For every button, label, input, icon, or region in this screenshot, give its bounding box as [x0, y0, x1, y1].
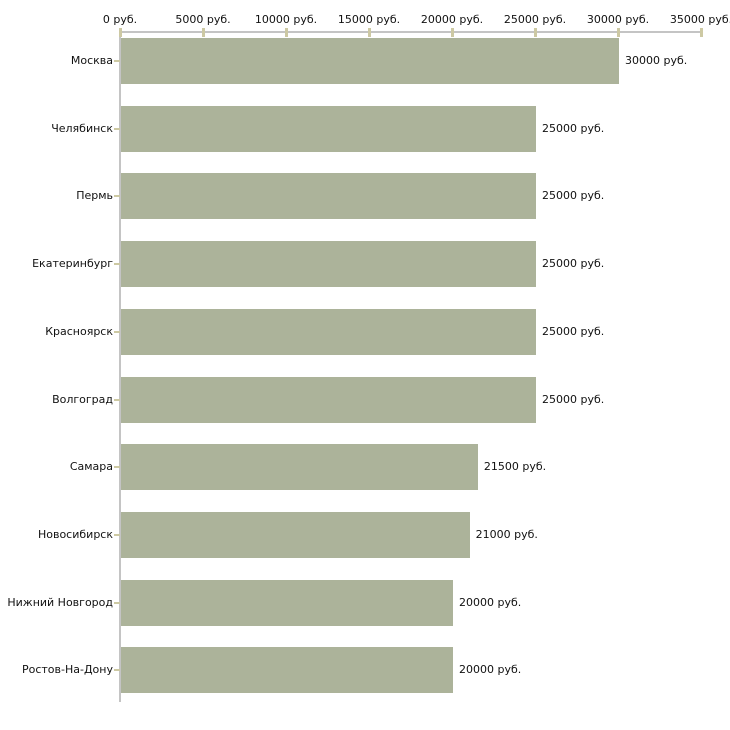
chart-row: Пермь 25000 руб. [0, 173, 730, 220]
chart-row: Москва 30000 руб. [0, 38, 730, 84]
bar-value-label: 25000 руб. [542, 324, 605, 338]
y-axis-tick-mark [114, 195, 120, 198]
x-axis-tick-label: 30000 руб. [586, 13, 650, 26]
bar [121, 173, 536, 220]
x-axis-tick-label: 5000 руб. [175, 13, 231, 26]
bar [121, 647, 453, 694]
category-label: Екатеринбург [32, 257, 113, 271]
x-axis-tick-label: 0 руб. [102, 13, 138, 26]
x-axis-line [120, 31, 702, 33]
bar [121, 241, 536, 288]
x-axis-tick-mark [617, 28, 620, 37]
x-axis-tick-label: 25000 руб. [503, 13, 567, 26]
x-axis-tick-label: 35000 руб. [669, 13, 730, 26]
category-label: Красноярск [45, 324, 113, 338]
y-axis-tick-mark [114, 669, 120, 672]
category-label: Москва [70, 54, 113, 67]
bar-value-label: 25000 руб. [542, 189, 605, 203]
y-axis-tick-mark [114, 330, 120, 333]
chart-row: Самара 21500 руб. [0, 444, 730, 491]
x-axis-tick-mark [368, 28, 371, 37]
y-axis-tick-mark [114, 466, 120, 469]
bar-value-label: 30000 руб. [625, 54, 688, 67]
y-axis-tick-mark [114, 533, 120, 536]
chart-row: Красноярск 25000 руб. [0, 308, 730, 355]
chart-row: Челябинск 25000 руб. [0, 105, 730, 152]
bar-value-label: 25000 руб. [542, 392, 605, 406]
bar [121, 444, 478, 491]
y-axis-tick-mark [114, 127, 120, 130]
category-label: Челябинск [51, 121, 113, 135]
bar-value-label: 20000 руб. [459, 595, 522, 609]
y-axis-tick-mark [114, 601, 120, 604]
x-axis-tick-label: 15000 руб. [337, 13, 401, 26]
x-axis-tick-label: 20000 руб. [420, 13, 484, 26]
bar-value-label: 20000 руб. [459, 663, 522, 677]
category-label: Нижний Новгород [7, 595, 113, 609]
x-axis-tick-mark [119, 28, 122, 37]
x-axis-tick-mark [534, 28, 537, 37]
bar [121, 308, 536, 355]
bar-value-label: 21000 руб. [475, 527, 538, 541]
category-label: Самара [69, 460, 113, 474]
category-label: Новосибирск [37, 527, 113, 541]
bar [121, 38, 619, 84]
bar-value-label: 25000 руб. [542, 257, 605, 271]
chart-row: Екатеринбург 25000 руб. [0, 241, 730, 288]
chart-row: Ростов-На-Дону 20000 руб. [0, 647, 730, 694]
y-axis-line [119, 31, 121, 702]
y-axis-tick-mark [114, 263, 120, 266]
chart-row: Волгоград 25000 руб. [0, 376, 730, 423]
category-label: Ростов-На-Дону [21, 663, 113, 677]
bar-value-label: 21500 руб. [483, 460, 547, 474]
y-axis-tick-mark [114, 60, 120, 62]
x-axis-tick-mark [202, 28, 205, 37]
bar [121, 579, 453, 626]
x-axis-tick-mark [451, 28, 454, 37]
bar [121, 511, 470, 558]
category-label: Пермь [76, 189, 113, 203]
bar [121, 376, 536, 423]
x-axis-tick-mark [700, 28, 703, 37]
bar-value-label: 25000 руб. [542, 121, 605, 135]
x-axis-tick-label: 10000 руб. [254, 13, 318, 26]
x-axis-tick-mark [285, 28, 288, 37]
chart-row: Нижний Новгород 20000 руб. [0, 579, 730, 626]
category-label: Волгоград [52, 392, 113, 406]
bar [121, 105, 536, 152]
y-axis-tick-mark [114, 398, 120, 401]
chart-row: Новосибирск 21000 руб. [0, 511, 730, 558]
